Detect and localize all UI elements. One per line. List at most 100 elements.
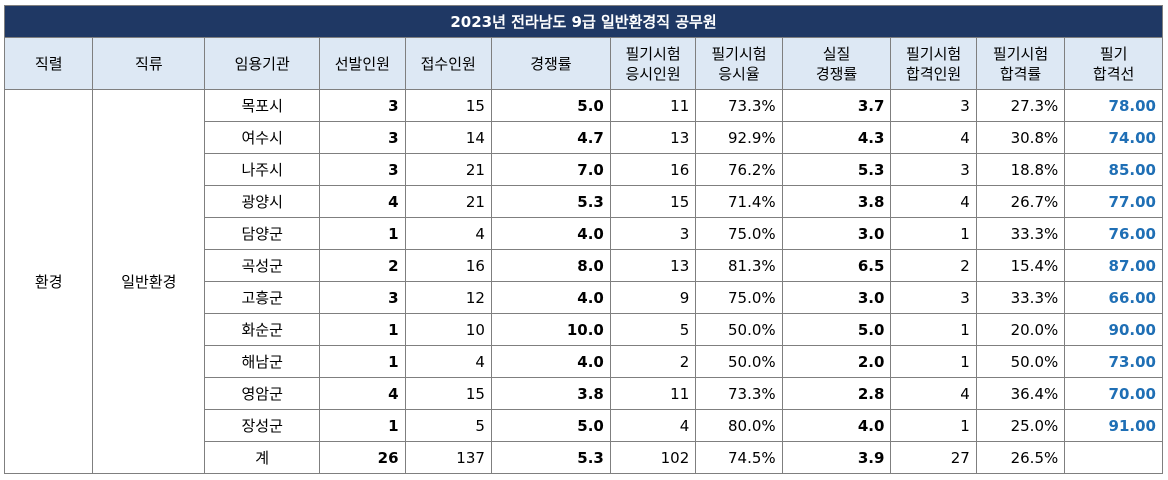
selected-cell: 4 bbox=[319, 185, 406, 218]
passed-cell: 3 bbox=[890, 153, 977, 186]
ratio-cell: 5.0 bbox=[490, 89, 611, 122]
column-header-line: 응시율 bbox=[718, 64, 760, 83]
pass-rate-cell: 18.8% bbox=[975, 153, 1066, 186]
cutoff-cell: 73.00 bbox=[1064, 345, 1163, 378]
take-rate-cell: 75.0% bbox=[695, 281, 783, 314]
series-cell: 환경 bbox=[3, 89, 94, 474]
passed-cell: 4 bbox=[890, 121, 977, 154]
total-row: 계 26 137 5.3 102 74.5% 3.9 27 26.5% bbox=[5, 441, 1163, 474]
table-row: 광양시 4 21 5.3 15 71.4% 3.8 4 26.7% 77.00 bbox=[5, 185, 1163, 218]
take-rate-cell: 73.3% bbox=[695, 377, 783, 410]
taken-cell: 9 bbox=[609, 281, 697, 314]
take-rate-cell: 71.4% bbox=[695, 185, 783, 218]
selected-cell: 1 bbox=[319, 409, 406, 442]
applied-cell: 10 bbox=[404, 313, 492, 346]
pass-rate-cell: 33.3% bbox=[975, 217, 1066, 250]
take-rate-cell: 76.2% bbox=[695, 153, 783, 186]
selected-cell: 26 bbox=[319, 441, 406, 474]
real-ratio-cell: 3.9 bbox=[781, 441, 892, 474]
pass-rate-cell: 26.7% bbox=[975, 185, 1066, 218]
table-row: 장성군 1 5 5.0 4 80.0% 4.0 1 25.0% 91.00 bbox=[5, 409, 1163, 442]
table-title: 2023년 전라남도 9급 일반환경직 공무원 bbox=[4, 5, 1163, 38]
taken-cell: 4 bbox=[609, 409, 697, 442]
pass-rate-cell: 25.0% bbox=[975, 409, 1066, 442]
taken-cell: 102 bbox=[609, 441, 697, 474]
column-header-line: 필기시험 bbox=[711, 44, 767, 63]
selected-cell: 2 bbox=[319, 249, 406, 282]
applied-cell: 15 bbox=[404, 377, 492, 410]
table-row: 해남군 1 4 4.0 2 50.0% 2.0 1 50.0% 73.00 bbox=[5, 345, 1163, 378]
passed-cell: 1 bbox=[890, 409, 977, 442]
ratio-cell: 5.3 bbox=[490, 185, 611, 218]
column-header-line: 필기 bbox=[1099, 44, 1128, 63]
column-header: 선발인원 bbox=[319, 37, 406, 90]
column-header-line: 필기시험 bbox=[625, 44, 681, 63]
selected-cell: 3 bbox=[319, 281, 406, 314]
taken-cell: 2 bbox=[609, 345, 697, 378]
cutoff-cell: 91.00 bbox=[1064, 409, 1163, 442]
recruitment-table-container: 2023년 전라남도 9급 일반환경직 공무원 직렬 직류 임용기관 선발인원 접수인원… bbox=[3, 5, 1163, 474]
column-header-line: 합격인원 bbox=[906, 64, 962, 83]
passed-cell: 4 bbox=[890, 185, 977, 218]
take-rate-cell: 50.0% bbox=[695, 345, 783, 378]
ratio-cell: 4.0 bbox=[490, 281, 611, 314]
cutoff-cell: 78.00 bbox=[1064, 89, 1163, 122]
passed-cell: 1 bbox=[890, 345, 977, 378]
agency-cell: 해남군 bbox=[204, 345, 321, 378]
column-header-line: 직류 bbox=[135, 54, 163, 73]
pass-rate-cell: 26.5% bbox=[975, 441, 1066, 474]
taken-cell: 11 bbox=[609, 377, 697, 410]
take-rate-cell: 81.3% bbox=[695, 249, 783, 282]
pass-rate-cell: 50.0% bbox=[975, 345, 1066, 378]
taken-cell: 13 bbox=[609, 121, 697, 154]
taken-cell: 3 bbox=[609, 217, 697, 250]
take-rate-cell: 74.5% bbox=[695, 441, 783, 474]
take-rate-cell: 80.0% bbox=[695, 409, 783, 442]
column-header: 필기시험 합격률 bbox=[975, 37, 1066, 90]
ratio-cell: 4.7 bbox=[490, 121, 611, 154]
table-body: 환경 일반환경 목포시 3 15 5.0 11 73.3% 3.7 3 27.3% 78.00 여수시 3… bbox=[3, 89, 1163, 474]
agency-cell: 목포시 bbox=[204, 89, 321, 122]
agency-cell: 장성군 bbox=[204, 409, 321, 442]
ratio-cell: 4.0 bbox=[490, 217, 611, 250]
total-label-cell: 계 bbox=[204, 441, 321, 474]
applied-cell: 137 bbox=[404, 441, 492, 474]
real-ratio-cell: 4.0 bbox=[781, 409, 892, 442]
ratio-cell: 7.0 bbox=[490, 153, 611, 186]
pass-rate-cell: 15.4% bbox=[975, 249, 1066, 282]
table-row: 고흥군 3 12 4.0 9 75.0% 3.0 3 33.3% 66.00 bbox=[5, 281, 1163, 314]
column-header-line: 접수인원 bbox=[420, 54, 476, 73]
cutoff-cell: 70.00 bbox=[1064, 377, 1163, 410]
cutoff-cell: 87.00 bbox=[1064, 249, 1163, 282]
column-header: 필기시험 응시율 bbox=[695, 37, 783, 90]
selected-cell: 3 bbox=[319, 121, 406, 154]
cutoff-cell: 90.00 bbox=[1064, 313, 1163, 346]
column-header-line: 합격선 bbox=[1092, 64, 1135, 83]
selected-cell: 1 bbox=[319, 217, 406, 250]
cutoff-cell: 77.00 bbox=[1064, 185, 1163, 218]
passed-cell: 3 bbox=[890, 89, 977, 122]
applied-cell: 15 bbox=[404, 89, 492, 122]
column-header-line: 임용기관 bbox=[234, 54, 290, 73]
applied-cell: 21 bbox=[404, 185, 492, 218]
passed-cell: 27 bbox=[890, 441, 977, 474]
applied-cell: 12 bbox=[404, 281, 492, 314]
applied-cell: 4 bbox=[404, 217, 492, 250]
applied-cell: 4 bbox=[404, 345, 492, 378]
take-rate-cell: 73.3% bbox=[695, 89, 783, 122]
column-header: 필기시험 합격인원 bbox=[890, 37, 977, 90]
applied-cell: 16 bbox=[404, 249, 492, 282]
passed-cell: 1 bbox=[890, 313, 977, 346]
column-header-line: 직렬 bbox=[34, 54, 63, 73]
ratio-cell: 10.0 bbox=[490, 313, 611, 346]
real-ratio-cell: 5.0 bbox=[781, 313, 892, 346]
table-row: 환경 일반환경 목포시 3 15 5.0 11 73.3% 3.7 3 27.3% 78.00 bbox=[3, 89, 1163, 474]
pass-rate-cell: 33.3% bbox=[975, 281, 1066, 314]
cutoff-cell bbox=[1064, 441, 1163, 474]
ratio-cell: 5.0 bbox=[490, 409, 611, 442]
agency-cell: 여수시 bbox=[204, 121, 321, 154]
cutoff-cell: 74.00 bbox=[1064, 121, 1163, 154]
real-ratio-cell: 5.3 bbox=[781, 153, 892, 186]
column-header: 직렬 bbox=[3, 37, 94, 90]
column-header: 접수인원 bbox=[404, 37, 492, 90]
